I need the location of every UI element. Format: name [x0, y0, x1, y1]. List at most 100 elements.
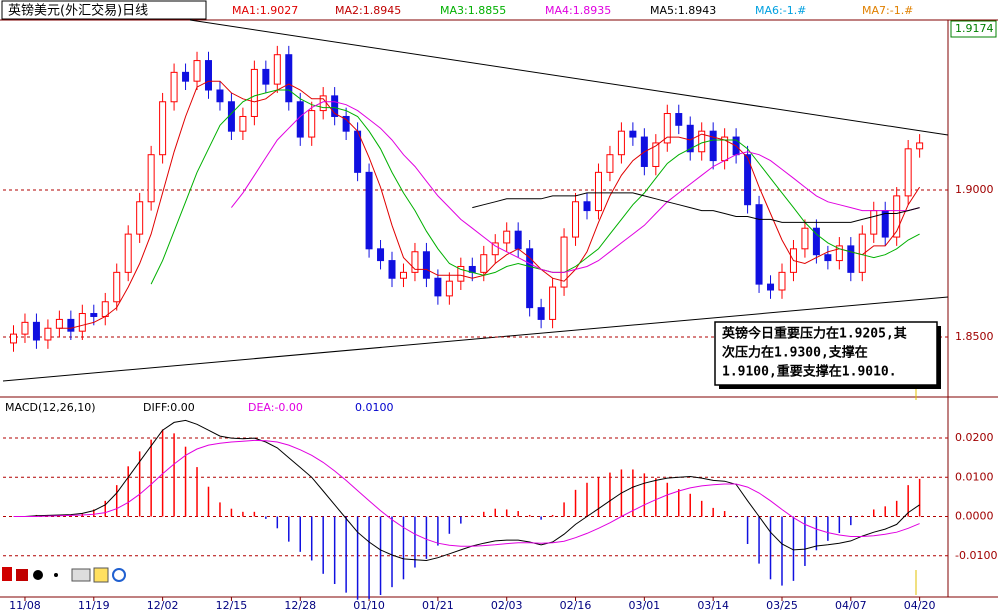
candle-body [296, 101, 304, 138]
legend-label: MA1:1.9027 [232, 4, 298, 17]
candle-body [675, 113, 683, 126]
x-tick-label: 02/16 [560, 599, 592, 612]
x-tick-label: 12/02 [147, 599, 179, 612]
candle-body [388, 260, 396, 279]
candle-body [90, 313, 98, 317]
candle-body [354, 130, 362, 173]
panel-title: MACD(12,26,10) [5, 401, 96, 414]
y-tick-label: 0.0200 [955, 431, 994, 444]
macd-line [13, 419, 920, 562]
legend-label: DIFF:0.00 [143, 401, 195, 414]
candle-body [526, 248, 534, 309]
legend-label: MA5:1.8943 [650, 4, 716, 17]
toolbar [2, 567, 126, 583]
ma-line [150, 89, 920, 285]
trend-line [2, 296, 949, 382]
candle-body [824, 254, 832, 262]
candle-body [709, 130, 717, 162]
candle-body [113, 271, 121, 303]
toolbar-icon[interactable] [16, 569, 28, 581]
candle-body [755, 204, 763, 285]
candle-body [227, 101, 235, 132]
legend-label: MA7:-1.# [862, 4, 913, 17]
ma-line [231, 101, 920, 273]
x-tick-label: 12/15 [216, 599, 248, 612]
candle-body [182, 71, 190, 82]
candle-body [916, 142, 924, 150]
candle-body [606, 154, 614, 173]
candle-body [801, 227, 809, 250]
candle-body [583, 201, 591, 212]
candle-body [159, 101, 167, 156]
price-box [950, 20, 997, 38]
candle-body [904, 148, 912, 197]
x-tick-label: 03/25 [766, 599, 798, 612]
toolbar-icon[interactable] [54, 573, 58, 577]
candle-body [44, 327, 52, 341]
candle-body [136, 201, 144, 235]
candle-body [331, 95, 339, 117]
candle-body [78, 313, 86, 332]
legend-label: DEA:-0.00 [248, 401, 303, 414]
x-tick-label: 12/28 [284, 599, 316, 612]
toolbar-icon[interactable] [112, 568, 126, 582]
candle-body [572, 201, 580, 238]
y-tick-label: 0.0000 [955, 510, 994, 523]
candle-body [377, 248, 385, 262]
macd-line [13, 439, 920, 547]
toolbar-icon[interactable] [71, 568, 91, 582]
toolbar-icon[interactable] [33, 570, 43, 580]
chart-title: 英镑美元(外汇交易)日线 [8, 3, 148, 19]
candle-body [893, 195, 901, 238]
candle-body [273, 54, 281, 85]
candle-body [549, 286, 557, 320]
ma-line [472, 192, 920, 223]
candle-body [744, 154, 752, 206]
y-tick-label: 0.0100 [955, 470, 994, 483]
candle-body [147, 154, 155, 203]
candle-body [652, 142, 660, 167]
annotation-text: 1.9100,重要支撑在1.9010. [722, 364, 897, 380]
legend-label: MA3:1.8855 [440, 4, 506, 17]
candle-body [239, 115, 247, 132]
candle-body [560, 236, 568, 288]
toolbar-icon[interactable] [2, 567, 12, 581]
candle-body [480, 254, 488, 273]
y-tick-label: 1.9000 [955, 183, 994, 196]
legend-label: MA2:1.8945 [335, 4, 401, 17]
x-tick-label: 11/19 [78, 599, 110, 612]
candle-body [170, 71, 178, 103]
toolbar-icon[interactable] [93, 567, 109, 583]
candle-body [629, 130, 637, 138]
candle-body [663, 113, 671, 144]
candle-body [812, 227, 820, 256]
ma-line [59, 80, 921, 329]
candle-body [67, 318, 75, 332]
x-tick-label: 11/08 [9, 599, 41, 612]
candle-body [491, 242, 499, 256]
y-tick-label: -0.0100 [955, 549, 997, 562]
price-label: 1.9174 [955, 22, 994, 35]
annotation-text: 英镑今日重要压力在1.9205,其 [721, 326, 907, 342]
candle-body [262, 68, 270, 85]
candle-body [216, 89, 224, 103]
candle-body [32, 321, 40, 341]
y-tick-label: 1.8500 [955, 330, 994, 343]
x-tick-label: 03/01 [628, 599, 660, 612]
x-tick-label: 03/14 [697, 599, 729, 612]
candle-body [422, 251, 430, 279]
candle-body [399, 271, 407, 279]
candle-body [411, 251, 419, 273]
candle-body [617, 130, 625, 156]
candle-body [698, 130, 706, 153]
candle-body [847, 245, 855, 273]
x-tick-label: 01/10 [353, 599, 385, 612]
candle-body [193, 60, 201, 82]
candle-body [514, 230, 522, 250]
x-tick-label: 01/21 [422, 599, 454, 612]
candle-body [445, 280, 453, 297]
candle-body [778, 271, 786, 291]
candle-body [503, 230, 511, 244]
